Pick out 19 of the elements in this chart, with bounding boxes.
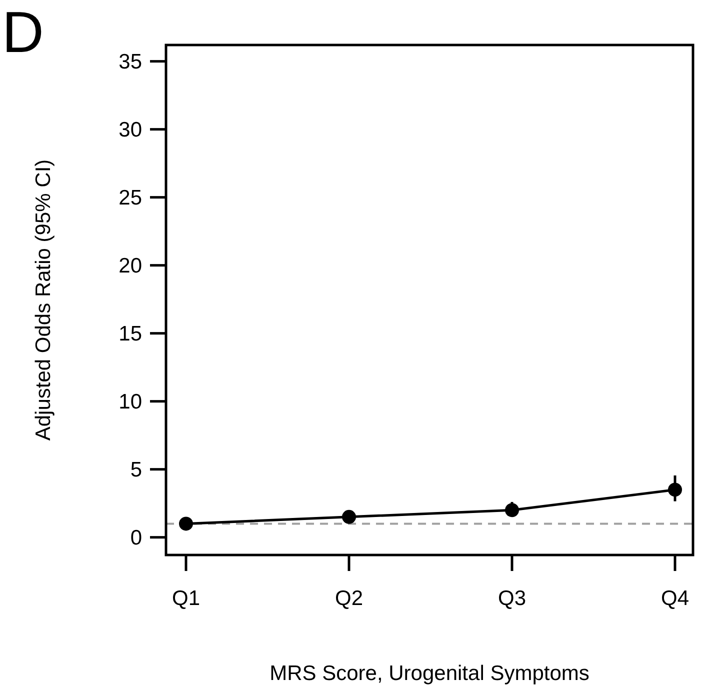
y-tick-label: 15 xyxy=(118,322,142,346)
y-tick-label: 30 xyxy=(118,118,142,142)
x-axis-title: MRS Score, Urogenital Symptoms xyxy=(270,662,590,685)
y-axis-title: Adjusted Odds Ratio (95% CI) xyxy=(32,159,55,441)
point xyxy=(179,516,193,531)
x-tick-label: Q3 xyxy=(498,587,526,610)
y-tick-label: 0 xyxy=(130,526,142,550)
y-tick-label: 25 xyxy=(118,186,142,210)
y-tick-label: 5 xyxy=(130,458,142,482)
y-tick-label: 20 xyxy=(118,254,142,278)
x-tick-label: Q2 xyxy=(334,587,364,610)
point xyxy=(342,510,356,524)
y-tick-label: 35 xyxy=(118,50,142,74)
text: D xyxy=(2,0,44,65)
x-tick-label: Q1 xyxy=(172,587,200,610)
point xyxy=(505,503,519,518)
point xyxy=(668,482,682,497)
y-tick-label: 10 xyxy=(118,390,142,414)
x-tick-label: Q4 xyxy=(660,587,690,610)
